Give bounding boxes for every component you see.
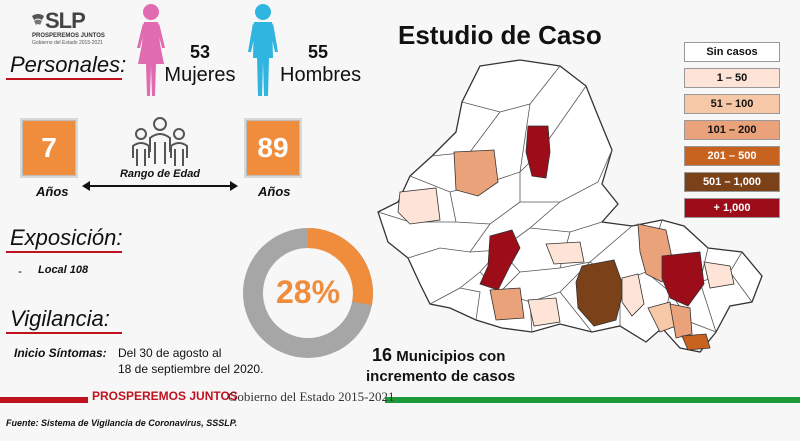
footer-bar	[0, 397, 800, 403]
exposicion-title: Exposición:	[10, 225, 123, 250]
legend-item: 1 – 50	[684, 68, 780, 88]
hombres-label: Hombres	[280, 64, 362, 86]
legend-item: 501 – 1,000	[684, 172, 780, 192]
footer-government: Gobierno del Estado 2015-2021	[228, 389, 395, 404]
min-age-unit: Años	[36, 184, 69, 199]
footer-bar-green	[385, 397, 800, 403]
logo-brand: SLP	[45, 8, 86, 33]
municipios-summary: 16 Municipios con	[372, 345, 505, 366]
municipality-1-50-mid	[545, 241, 585, 265]
mujeres-label: Mujeres	[164, 64, 236, 86]
max-age-box: 89	[244, 118, 302, 178]
percentage-donut	[243, 228, 373, 358]
vigilancia-underline	[6, 332, 122, 334]
exposicion-bullet: -	[18, 264, 22, 278]
municipalities-map	[377, 59, 763, 353]
municipality-201-500	[681, 333, 711, 351]
municipality-plus-1000-center	[479, 229, 521, 291]
legend-item: 201 – 500	[684, 146, 780, 166]
logo-mark-icon	[32, 14, 44, 25]
map-title: Estudio de Caso	[398, 20, 602, 50]
donut-percent-label: 28%	[275, 274, 341, 310]
mujeres-count: 53	[189, 42, 211, 62]
legend-item: + 1,000	[684, 198, 780, 218]
exposicion-item: Local 108	[38, 264, 89, 276]
municipality-1-50-far-west	[397, 187, 441, 225]
footer-bar-red	[0, 397, 88, 403]
municipality-plus-1000-east	[661, 251, 705, 307]
logo-government: Gobierno del Estado 2015-2021	[32, 40, 103, 46]
municipios-count: 16	[372, 345, 393, 365]
municipality-1-50-south	[527, 297, 561, 327]
municipios-line2: incremento de casos	[366, 368, 516, 385]
municipality-plus-1000-north	[525, 125, 551, 179]
legend-item: 51 – 100	[684, 94, 780, 114]
inicio-label: Inicio Síntomas:	[14, 346, 107, 360]
map-legend: Sin casos 1 – 50 51 – 100 101 – 200 201 – 50…	[684, 42, 780, 224]
footer-brand: PROSPEREMOS JUNTOS	[92, 389, 238, 403]
male-figure-icon	[248, 4, 278, 96]
municipality-1-50-east-b	[703, 261, 735, 289]
age-range-label: Rango de Edad	[119, 168, 201, 180]
double-arrow-icon	[82, 181, 238, 191]
municipality-101-200-west	[453, 149, 499, 197]
personales-title: Personales:	[10, 52, 127, 77]
inicio-line1: Del 30 de agosto al	[118, 346, 222, 360]
vigilancia-title: Vigilancia:	[10, 306, 110, 331]
legend-item: 101 – 200	[684, 120, 780, 140]
female-figure-icon	[137, 4, 165, 96]
hombres-count: 55	[307, 42, 329, 62]
inicio-line2: 18 de septiembre del 2020.	[118, 362, 264, 376]
municipality-501-1000	[575, 259, 625, 327]
footer-source: Fuente: Sistema de Vigilancia de Coronav…	[6, 418, 238, 428]
municipality-101-200-center	[489, 287, 525, 321]
slp-logo: SLP PROSPEREMOS JUNTOS Gobierno del Esta…	[30, 8, 105, 48]
municipios-line1: Municipios con	[396, 348, 506, 365]
municipality-1-50-east-a	[621, 273, 645, 317]
min-age-box: 7	[20, 118, 78, 178]
personales-underline	[6, 78, 122, 80]
donut-fill	[243, 228, 373, 358]
people-group-icon	[132, 117, 188, 166]
legend-item: Sin casos	[684, 42, 780, 62]
municipality-101-200-east	[669, 303, 693, 339]
logo-tagline: PROSPEREMOS JUNTOS	[32, 33, 105, 39]
exposicion-underline	[6, 251, 122, 253]
max-age-unit: Años	[258, 184, 291, 199]
